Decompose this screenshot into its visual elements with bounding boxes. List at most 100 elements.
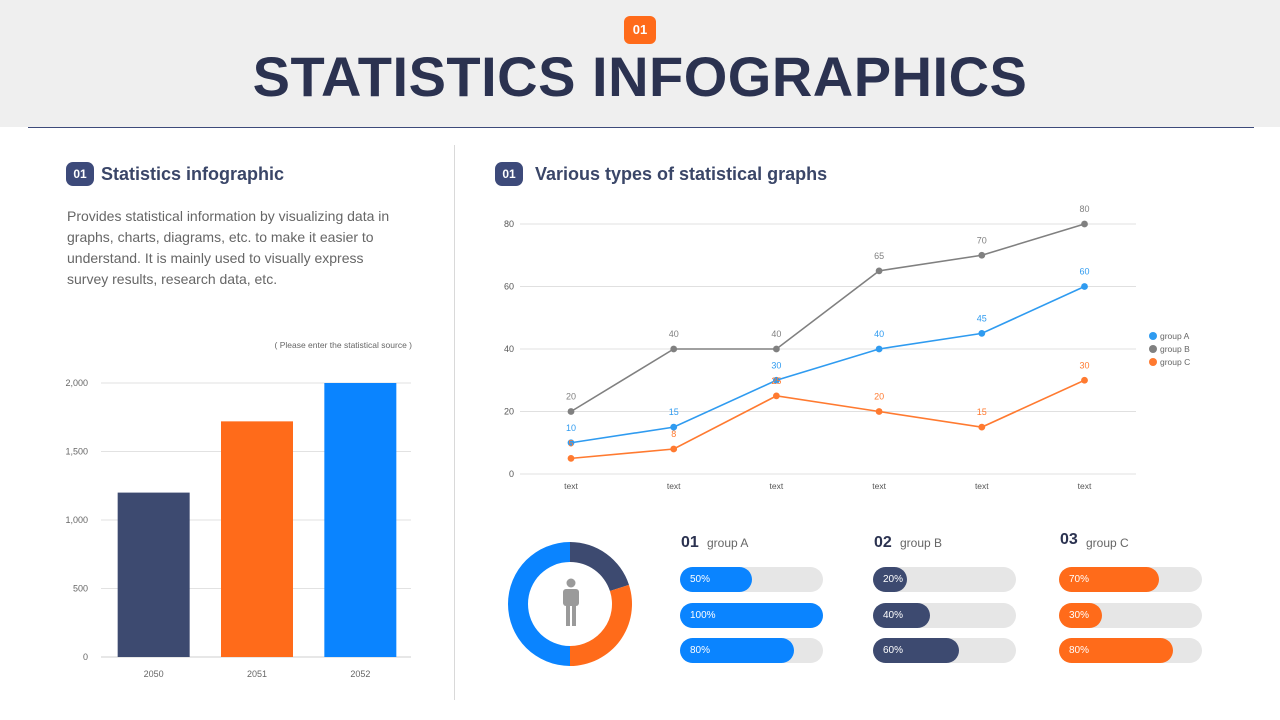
data-label: 40	[771, 329, 781, 339]
data-point	[773, 345, 780, 353]
data-point	[978, 423, 986, 431]
column-divider	[454, 145, 455, 700]
group-name: group B	[900, 536, 943, 550]
progress-label: 30%	[1069, 610, 1090, 621]
data-point	[875, 345, 883, 353]
line-y-tick-label: 40	[504, 344, 514, 354]
header-divider	[28, 127, 1254, 128]
data-point	[670, 445, 678, 453]
progress-label: 40%	[883, 610, 904, 621]
bar-y-tick-label: 500	[73, 584, 88, 594]
source-note: ( Please enter the statistical source )	[274, 340, 412, 350]
legend-marker	[1149, 358, 1157, 366]
bar	[221, 421, 293, 657]
line-y-tick-label: 80	[504, 219, 514, 229]
progress-fill: 60%	[873, 638, 959, 663]
left-section-badge: 01	[66, 162, 94, 186]
bar	[324, 383, 397, 657]
data-label: 60	[1079, 267, 1089, 277]
progress-track: 20%	[873, 567, 1016, 592]
group-name: group A	[707, 536, 749, 550]
data-label: 40	[669, 329, 679, 339]
line-y-tick-label: 60	[504, 282, 514, 292]
line-x-tick-label: text	[975, 481, 989, 491]
group-number: 02	[874, 534, 892, 551]
progress-label: 80%	[690, 645, 711, 656]
data-label: 70	[977, 235, 987, 245]
data-point	[875, 408, 883, 415]
bar-x-tick-label: 2050	[144, 669, 164, 679]
group-name: group C	[1086, 536, 1129, 550]
data-label: 40	[874, 329, 884, 339]
progress-track: 30%	[1059, 603, 1202, 628]
line-x-tick-label: text	[667, 481, 681, 491]
line-x-tick-label: text	[770, 481, 784, 491]
page-title: STATISTICS INFOGRAPHICS	[252, 45, 1028, 108]
data-point	[1081, 220, 1088, 228]
data-label: 15	[977, 407, 987, 417]
data-label: 65	[874, 251, 884, 261]
progress-label: 50%	[690, 574, 711, 585]
data-label: 20	[566, 392, 576, 402]
data-point	[773, 392, 780, 400]
line-y-tick-label: 20	[504, 407, 514, 417]
bar-x-tick-label: 2051	[247, 669, 267, 679]
progress-fill: 70%	[1059, 567, 1160, 592]
data-label: 15	[669, 407, 679, 417]
description-text: Provides statistical information by visu…	[67, 208, 390, 287]
progress-label: 60%	[883, 645, 904, 656]
data-label: 8	[671, 429, 676, 439]
progress-label: 80%	[1069, 645, 1090, 656]
progress-track: 40%	[873, 603, 1016, 628]
series-line	[570, 285, 1085, 444]
progress-fill: 80%	[680, 638, 795, 663]
data-point	[567, 454, 575, 462]
data-point	[978, 329, 986, 337]
data-label: 30	[1079, 360, 1089, 370]
data-label: 5	[568, 438, 573, 448]
data-point	[1081, 376, 1088, 384]
person-icon	[563, 578, 579, 626]
data-point	[875, 267, 883, 275]
progress-fill: 40%	[873, 603, 931, 628]
data-label: 10	[566, 423, 576, 433]
bar-y-tick-label: 1,500	[65, 447, 88, 457]
donut-slice	[570, 542, 629, 592]
progress-label: 20%	[883, 574, 904, 585]
progress-track: 50%	[680, 567, 823, 592]
donut-slice	[570, 584, 633, 666]
slide-number-badge: 01	[624, 16, 656, 44]
line-x-tick-label: text	[1078, 481, 1092, 491]
data-point	[567, 439, 575, 447]
line-x-tick-label: text	[564, 481, 578, 491]
progress-label: 70%	[1069, 574, 1090, 585]
progress-fill: 80%	[1059, 638, 1174, 663]
data-point	[773, 376, 780, 384]
legend-marker	[1149, 332, 1157, 340]
data-label: 30	[771, 360, 781, 370]
data-point	[978, 251, 986, 259]
bar-y-tick-label: 1,000	[65, 515, 88, 525]
bar-x-tick-label: 2052	[350, 669, 370, 679]
progress-track: 70%	[1059, 567, 1202, 592]
line-x-tick-label: text	[872, 481, 886, 491]
right-section-title: Various types of statistical graphs	[535, 164, 828, 184]
legend-label: group C	[1160, 357, 1190, 367]
legend-label: group A	[1160, 331, 1190, 341]
series-line	[570, 223, 1085, 413]
line-y-tick-label: 0	[509, 469, 514, 479]
progress-fill: 50%	[680, 567, 752, 592]
data-point	[1081, 283, 1088, 290]
legend-label: group B	[1160, 344, 1190, 354]
bar-y-tick-label: 0	[83, 652, 88, 662]
progress-track: 100%	[680, 603, 823, 628]
bar	[117, 492, 190, 657]
left-section-title: Statistics infographic	[101, 164, 285, 184]
group-number: 03	[1060, 531, 1078, 548]
data-point	[670, 345, 678, 353]
progress-fill: 20%	[873, 567, 907, 592]
progress-label: 100%	[690, 610, 716, 621]
